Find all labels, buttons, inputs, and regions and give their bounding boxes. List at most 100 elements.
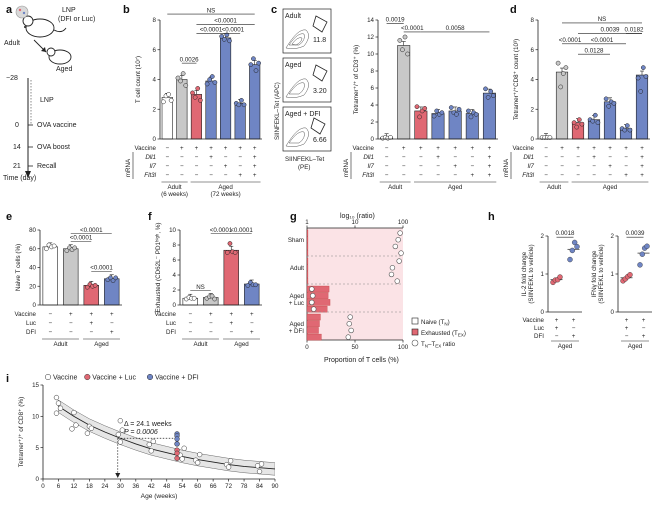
y-tick-label: 6 [531, 47, 535, 54]
data-point [88, 425, 95, 431]
chart-c: 0 2 4 6 8 10 12 14 Tetramer⁺/⁺ of CD3⁺ (%) 0.0019… [343, 17, 498, 191]
row-cell: + [592, 154, 596, 161]
row-cell: − [209, 163, 213, 170]
data-point [197, 97, 203, 103]
ratio-marker [348, 327, 354, 334]
ova-boost-label: OVA boost [37, 144, 70, 151]
row-cell: − [385, 145, 389, 152]
row-cell: − [560, 172, 564, 179]
data-point [448, 105, 454, 110]
row-label: Flt3l [522, 172, 534, 179]
x-tick-label: 84 [256, 483, 263, 490]
row-cell: + [625, 325, 629, 332]
y-tick-label: 6 [371, 85, 375, 92]
data-point [571, 239, 578, 246]
ratio-marker [398, 250, 404, 256]
bottom-tick-label: 0 [305, 344, 309, 351]
ratio-marker [392, 243, 399, 250]
row-cell: + [640, 154, 644, 161]
data-point [53, 410, 60, 416]
row-cell: − [165, 163, 169, 170]
data-point [624, 123, 630, 128]
row-cell: − [209, 320, 213, 327]
row-cell: + [253, 154, 257, 161]
data-point [241, 102, 247, 108]
row-cell: + [89, 311, 93, 318]
adult-label: Adult [4, 40, 20, 47]
row-label: DFI [534, 333, 544, 340]
row-cell: + [608, 145, 612, 152]
data-point [51, 243, 57, 249]
data-point [638, 89, 644, 94]
significance-label: NS [196, 284, 205, 291]
flow-value-aged-dfi: 6.66 [313, 137, 327, 144]
aged-label: Aged [56, 66, 72, 73]
age-arrow-head [41, 47, 46, 52]
group-label: Aged [290, 321, 305, 328]
row-cell: + [110, 311, 114, 318]
data-point [485, 95, 491, 100]
panel-c-flow: c Adult 11.8 Aged 3.20 Aged + DFI 6.66 S… [271, 4, 332, 171]
x-tick-label: 36 [132, 483, 139, 490]
row-label: Luc [534, 325, 544, 332]
aged-mouse-icon [46, 47, 72, 65]
row-cell: + [453, 163, 457, 170]
day-m28: −28 [6, 75, 18, 82]
row-cell: − [165, 172, 169, 179]
y-tick-label: 8 [531, 17, 535, 24]
group-label: + DFI [289, 328, 305, 335]
exhausted-bar [306, 249, 309, 257]
exhausted-bar [306, 320, 320, 327]
data-point [224, 32, 230, 38]
exhausted-bar [306, 333, 322, 341]
row-cell: − [238, 163, 242, 170]
mrna-label: mRNA [503, 158, 510, 177]
day-0: 0 [15, 122, 19, 129]
exhausted-bar [306, 327, 319, 334]
data-point [579, 121, 585, 127]
data-point [212, 296, 217, 302]
significance-label: 0.0058 [446, 25, 465, 32]
data-point [397, 38, 403, 43]
y-axis-label: (SIINFEKL to vehicle) [598, 244, 605, 303]
i-pvalue: P = 0.0006 [124, 429, 158, 436]
row-cell: + [592, 145, 596, 152]
row-cell: + [238, 172, 242, 179]
significance-label: <0.0001 [214, 18, 237, 25]
y-tick-label: 10 [32, 414, 39, 421]
data-point [563, 65, 569, 70]
legend-marker [44, 373, 52, 381]
ratio-marker [395, 237, 401, 243]
row-cell: − [250, 320, 254, 327]
y-axis-label: Tetramer⁺/⁺ of CD8⁺ (%) [18, 397, 25, 468]
group-label: Aged [558, 343, 573, 350]
panel-a: a LNP (DFI or Luc) Adult Aged −28 LNP 0 … [3, 4, 95, 182]
data-point [555, 60, 561, 66]
flow-title-aged-dfi: Aged + DFI [285, 111, 321, 118]
y-tick-label: 0 [531, 136, 535, 143]
row-cell: + [624, 172, 628, 179]
y-tick-label: 6 [153, 47, 157, 54]
row-cell: − [69, 320, 73, 327]
exhausted-bar [306, 243, 309, 250]
row-cell: − [576, 154, 580, 161]
row-label: Luc [26, 320, 36, 327]
data-point [417, 114, 422, 120]
data-point [256, 468, 263, 475]
data-point [168, 97, 174, 103]
significance-label: 0.0019 [386, 17, 405, 24]
ratio-marker [394, 278, 400, 284]
y-tick-label: 8 [153, 17, 157, 24]
panel-letter-c: c [271, 4, 277, 16]
data-point [590, 118, 596, 124]
data-point [567, 256, 573, 263]
x-tick-label: 78 [241, 483, 248, 490]
data-point [635, 75, 641, 81]
row-cell: + [576, 145, 580, 152]
bar [104, 278, 120, 306]
bar [249, 64, 261, 140]
y-tick-label: 0 [33, 302, 37, 309]
data-point [227, 38, 232, 44]
data-point [253, 68, 259, 73]
significance-label: <0.0001 [200, 27, 223, 34]
